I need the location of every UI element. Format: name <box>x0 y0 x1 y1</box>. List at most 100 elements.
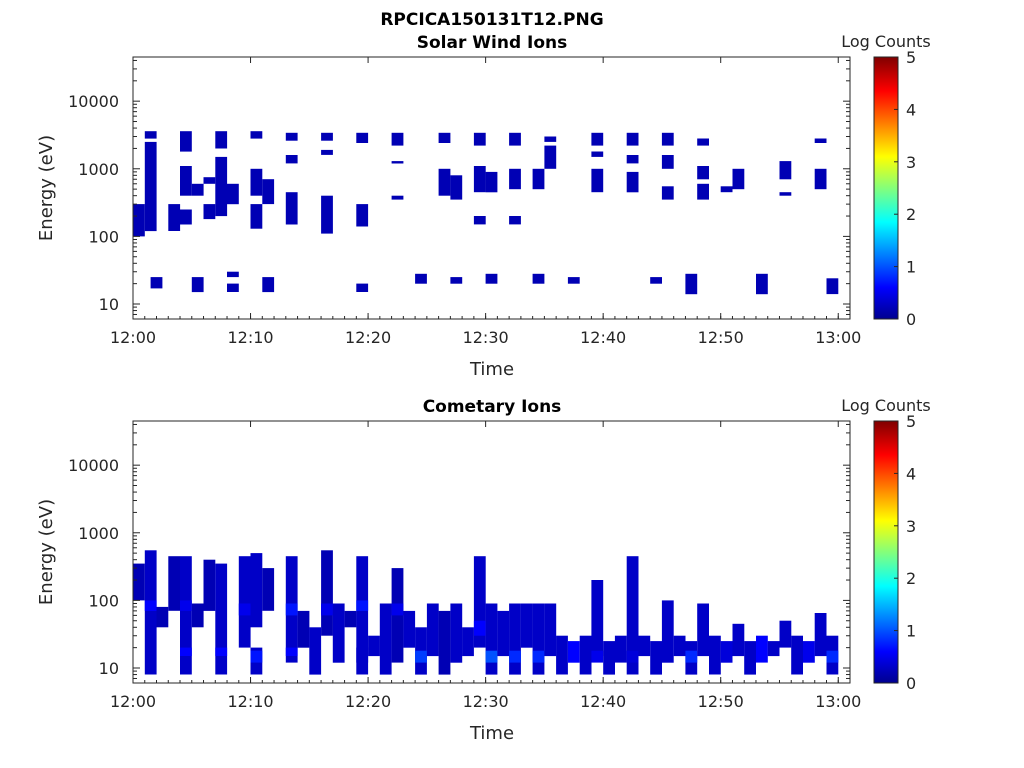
plot-title: Solar Wind Ions <box>417 33 568 53</box>
heatmap-cell <box>133 563 145 601</box>
x-tick-label: 12:00 <box>110 328 156 347</box>
colorbar-ticks: 0 1 2 3 4 5 <box>894 412 916 693</box>
heatmap-cell <box>814 168 827 190</box>
colorbar-tick-label: 4 <box>906 464 916 483</box>
heatmap-cell <box>285 132 298 141</box>
heatmap-cell <box>450 603 463 663</box>
heatmap-cell <box>650 277 662 284</box>
heatmap-cell <box>191 183 204 196</box>
heatmap-cell <box>227 271 239 278</box>
heatmap-cell <box>767 641 780 657</box>
heatmap-cell <box>403 610 416 648</box>
heatmap-cell <box>591 168 604 193</box>
y-axis-label: Energy (eV) <box>36 499 57 605</box>
x-axis-label: Time <box>469 359 514 380</box>
colorbar-tick-label: 4 <box>906 100 916 119</box>
heatmap-cell <box>321 550 333 636</box>
heatmap-cell <box>321 149 333 155</box>
y-tick-label: 10000 <box>68 456 119 475</box>
heatmap-cell <box>391 195 404 200</box>
heatmap-cell <box>473 132 486 146</box>
colorbar-tick-label: 0 <box>906 310 916 329</box>
heatmap-cell <box>250 204 263 229</box>
heatmap-cell <box>567 277 580 284</box>
heatmap-cell <box>591 580 604 657</box>
x-axis: 12:00 12:10 12:20 12:30 12:40 12:50 13:00 <box>110 57 861 347</box>
x-tick-label: 13:00 <box>815 328 861 347</box>
heatmap-cell <box>227 283 239 292</box>
heatmap-cell <box>626 650 639 663</box>
heatmap-cell <box>180 209 192 225</box>
heatmap-cell <box>544 136 557 142</box>
heatmap-cell <box>544 603 557 657</box>
colorbar-tick-label: 0 <box>906 674 916 693</box>
heatmap-cell <box>262 179 275 205</box>
y-axis: 10 100 1000 10000 <box>68 59 850 320</box>
heatmap-cell <box>215 131 228 149</box>
heatmap-cell <box>791 635 803 675</box>
heatmap-cell <box>720 186 733 193</box>
heatmap-cell <box>485 650 498 663</box>
colorbar: Log Counts 0 1 2 3 4 5 <box>841 32 931 329</box>
heatmap-cell <box>368 635 380 657</box>
heatmap-cell <box>626 132 639 146</box>
heatmap-cell <box>626 155 639 164</box>
heatmap-cell <box>180 600 192 611</box>
heatmap-cell <box>144 131 157 139</box>
heatmap-cell <box>697 166 709 180</box>
heatmap-cell <box>803 641 815 663</box>
heatmap-cell <box>191 277 204 293</box>
y-tick-label: 1000 <box>78 524 119 543</box>
heatmap-cell <box>379 603 392 675</box>
x-tick-label: 12:40 <box>580 328 626 347</box>
heatmap-cell <box>697 603 709 657</box>
colorbar: Log Counts 0 1 2 3 4 5 <box>841 396 931 693</box>
heatmap-cell <box>321 132 333 141</box>
heatmap-cell <box>391 603 404 616</box>
heatmap-cell <box>426 603 439 657</box>
heatmap-cell <box>709 635 721 675</box>
heatmap-cell <box>661 155 674 169</box>
heatmap-cell <box>203 177 216 184</box>
heatmap-cell <box>509 132 521 146</box>
heatmap-cell <box>168 204 181 231</box>
colorbar-tick-label: 1 <box>906 622 916 641</box>
heatmap-cell <box>133 204 145 237</box>
x-tick-label: 12:50 <box>698 328 744 347</box>
heatmap-cells <box>133 131 839 295</box>
x-tick-label: 12:10 <box>227 692 273 711</box>
heatmap-cell <box>473 620 486 636</box>
heatmap-cell <box>509 650 521 663</box>
colorbar-tick-label: 5 <box>906 412 916 431</box>
heatmap-cell <box>697 183 709 200</box>
heatmap-cell <box>685 650 698 663</box>
heatmap-cell <box>591 650 604 663</box>
heatmap-cell <box>438 132 451 143</box>
heatmap-cell <box>356 204 369 227</box>
colorbar-tick-label: 3 <box>906 517 916 536</box>
heatmap-cell <box>356 132 369 143</box>
heatmap-cell <box>415 650 427 663</box>
heatmap-cell <box>532 603 545 675</box>
heatmap-cell <box>462 627 474 657</box>
heatmap-cell <box>779 192 792 196</box>
heatmap-cell <box>779 161 792 180</box>
colorbar-label: Log Counts <box>841 32 931 51</box>
heatmap-cell <box>215 563 228 675</box>
colorbar-tick-label: 2 <box>906 569 916 588</box>
heatmap-cell <box>544 145 557 169</box>
heatmap-cell <box>309 627 322 675</box>
x-tick-label: 12:00 <box>110 692 156 711</box>
heatmap-cell <box>756 635 768 663</box>
heatmap-cell <box>285 603 298 616</box>
heatmap-cell <box>203 204 216 220</box>
heatmap-cell <box>250 131 263 139</box>
heatmap-cell <box>685 273 698 295</box>
heatmap-cell <box>180 166 192 196</box>
heatmap-cell <box>238 556 251 648</box>
heatmap-cell <box>191 603 204 628</box>
heatmap-cell <box>285 155 298 164</box>
y-tick-label: 1000 <box>78 160 119 179</box>
heatmap-cell <box>732 623 745 657</box>
